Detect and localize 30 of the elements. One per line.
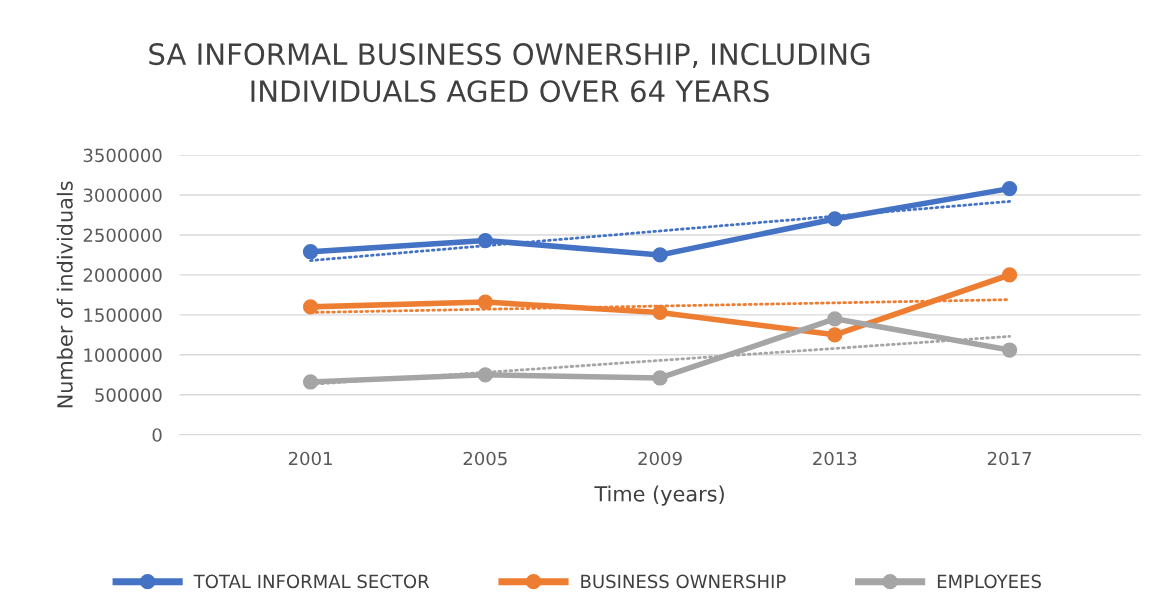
y-tick-label: 1500000: [84, 308, 162, 322]
y-tick-label: 2000000: [83, 268, 162, 283]
y-tick-label: 3000000: [83, 188, 162, 203]
point: [477, 294, 493, 310]
legend-label: TOTAL INFORMAL SECTOR: [193, 574, 430, 589]
y-tick-label: 1000000: [84, 348, 162, 362]
y-tick-label: 3500000: [83, 148, 162, 163]
x-tick-label: 2017: [987, 451, 1031, 466]
x-tick-label: 2009: [638, 451, 682, 466]
point: [827, 311, 843, 327]
x-tick-label: 2005: [463, 451, 507, 466]
y-tick-label: 0: [152, 428, 162, 442]
x-tick-label: 2001: [288, 451, 332, 466]
legend-label: EMPLOYEES: [937, 574, 1041, 589]
point: [652, 370, 668, 386]
point: [652, 247, 668, 263]
x-tick-label: 2013: [813, 451, 857, 466]
x-axis-title: Time (years): [594, 485, 724, 506]
y-tick-label: 2500000: [83, 228, 162, 243]
point: [827, 327, 843, 343]
chart-title: SA INFORMAL BUSINESS OWNERSHIP, INCLUDING INDIVIDUALS AGED OVER 64 YEARS: [149, 43, 870, 103]
y-tick-label: 500000: [95, 388, 162, 402]
y-axis-title: Number of individuals: [56, 181, 73, 408]
point: [302, 244, 319, 260]
point: [1001, 267, 1018, 283]
point: [1001, 342, 1018, 358]
legend-label: BUSINESS OWNERSHIP: [581, 574, 786, 589]
point: [302, 299, 319, 315]
point: [652, 304, 668, 321]
point: [1001, 180, 1018, 197]
